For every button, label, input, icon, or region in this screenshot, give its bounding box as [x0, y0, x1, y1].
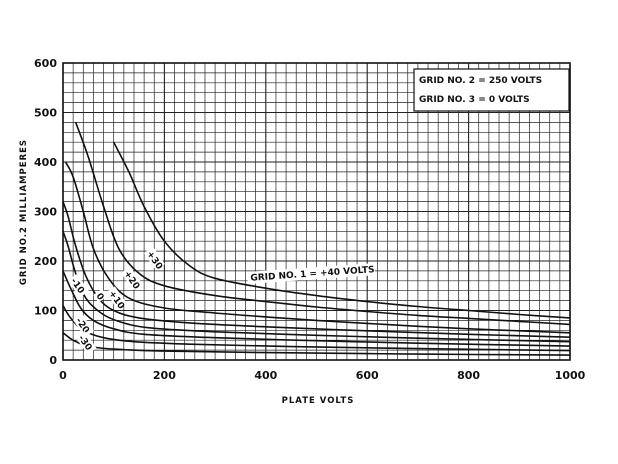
- y-axis-label: GRID NO.2 MILLIAMPERES: [19, 139, 29, 285]
- series-line: [62, 231, 571, 343]
- curve-label-backdrop: [75, 330, 97, 355]
- legend-box: GRID NO. 2 = 250 VOLTS GRID NO. 3 = 0 VO…: [413, 68, 570, 112]
- plot-frame: [62, 62, 571, 361]
- x-tick-label: 600: [356, 369, 379, 382]
- series-line: [62, 270, 571, 347]
- x-tick-label: 400: [254, 369, 277, 382]
- grid-layer: [62, 62, 571, 361]
- y-tick-label: 300: [34, 206, 57, 219]
- series-line: [74, 122, 571, 326]
- y-tick-label: 100: [34, 305, 57, 318]
- legend-line-1: GRID NO. 2 = 250 VOLTS: [419, 76, 542, 86]
- x-tick-label: 1000: [555, 369, 586, 382]
- y-tick-label: 200: [34, 255, 57, 268]
- curve-label-backdrop: [143, 246, 165, 271]
- x-tick-label: 200: [153, 369, 176, 382]
- curve-layer: [62, 122, 571, 356]
- curve-label-backdrop: [246, 263, 376, 285]
- x-tick-label: 0: [59, 369, 67, 382]
- series-line: [112, 141, 571, 319]
- y-tick-label: 600: [34, 57, 57, 70]
- curve-label: 0: [93, 292, 105, 303]
- curve-label-backdrop: [93, 288, 108, 303]
- x-tick-label: 800: [457, 369, 480, 382]
- y-tick-label: 0: [49, 354, 57, 367]
- curve-label-backdrop: [121, 266, 143, 291]
- y-tick-label: 400: [34, 156, 57, 169]
- curve-label-backdrop: [105, 286, 127, 310]
- legend-line-2: GRID NO. 3 = 0 VOLTS: [419, 95, 530, 105]
- series-line: [62, 332, 571, 356]
- y-tick-label: 500: [34, 107, 57, 120]
- curve-label-backdrop: [67, 273, 89, 298]
- series-line: [62, 201, 571, 338]
- tick-layer: 0 200 400 600 800 1000 0 100 200 300 400 500 600: [34, 57, 586, 382]
- series-line: [64, 161, 571, 334]
- curve-label-backdrop: [72, 313, 94, 338]
- x-axis-label: PLATE VOLTS: [282, 396, 355, 406]
- frame-layer: [62, 62, 571, 361]
